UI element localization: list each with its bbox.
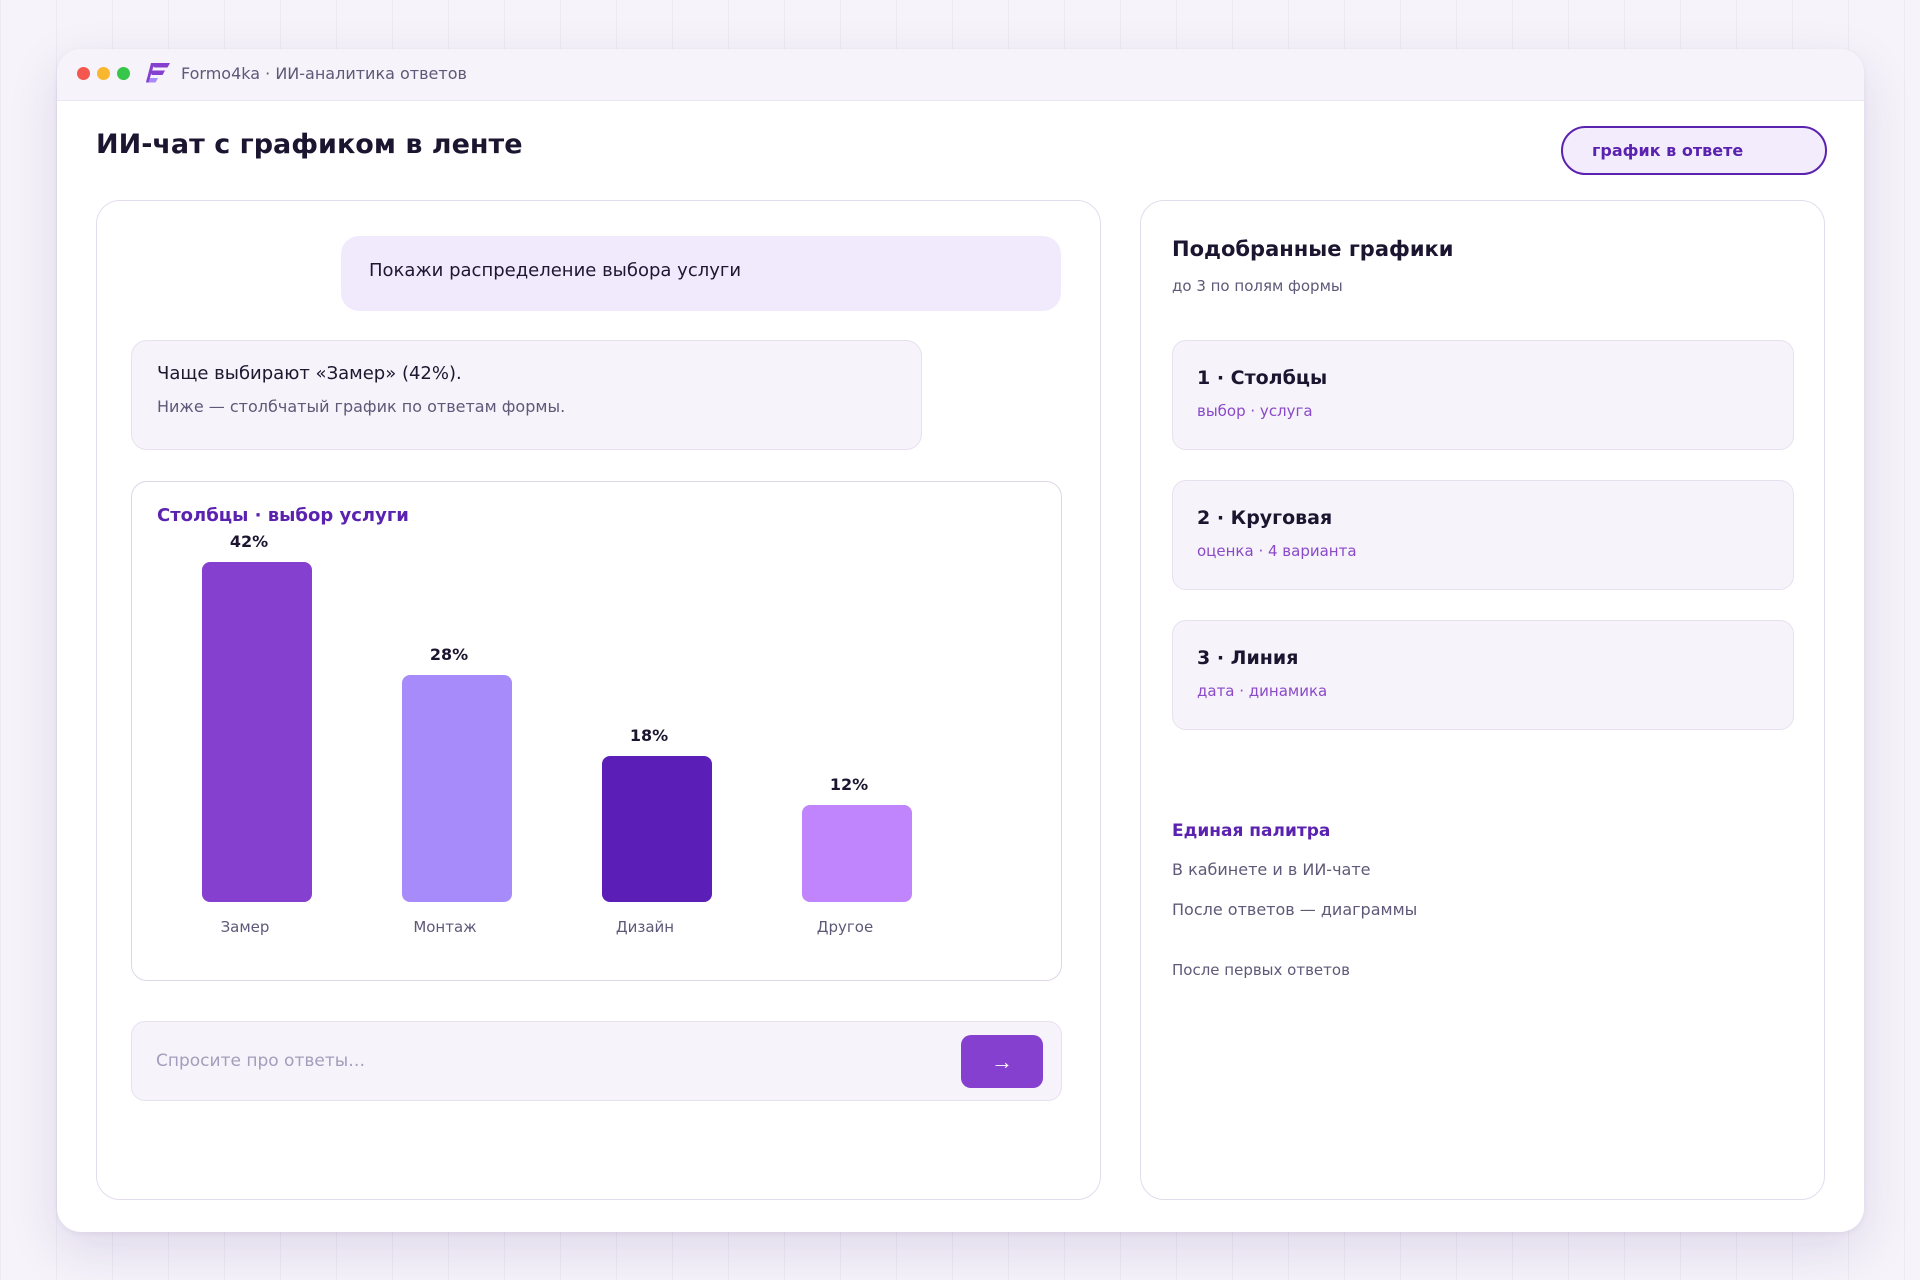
minimize-window-button[interactable]: [97, 67, 110, 80]
send-button[interactable]: →: [961, 1035, 1043, 1088]
suggested-charts-panel: Подобранные графики до 3 по полям формы …: [1140, 200, 1825, 1200]
chart-suggestion-title: 2 · Круговая: [1197, 507, 1333, 529]
bar-value-label: 28%: [429, 645, 469, 665]
chart-suggestion-card[interactable]: 2 · Круговая оценка · 4 варианта: [1172, 480, 1794, 590]
palette-text: В кабинете и в ИИ-чате: [1172, 860, 1371, 879]
ai-message-detail: Ниже — столбчатый график по ответам форм…: [157, 397, 566, 416]
bar-value-label: 12%: [829, 774, 869, 794]
bar-value-label: 42%: [229, 532, 269, 551]
suggested-charts-title: Подобранные графики: [1172, 237, 1454, 261]
close-window-button[interactable]: [77, 67, 90, 80]
chart-bar: [602, 756, 712, 902]
app-title: Formo4ka · ИИ-аналитика ответов: [181, 64, 467, 83]
ai-message: Чаще выбирают «Замер» (42%). Ниже — стол…: [131, 340, 922, 450]
maximize-window-button[interactable]: [117, 67, 130, 80]
bar-category-label: Другое: [816, 918, 874, 936]
chart-suggestion-title: 1 · Столбцы: [1197, 367, 1328, 389]
chart-title: Столбцы · выбор услуги: [157, 505, 409, 526]
user-message: Покажи распределение выбора услуги: [341, 236, 1061, 311]
palette-note: После первых ответов: [1172, 961, 1350, 979]
bar-category-label: Дизайн: [615, 918, 675, 936]
chat-input[interactable]: [156, 1044, 936, 1078]
chat-panel: Покажи распределение выбора услуги Чаще …: [96, 200, 1101, 1200]
chart-bar: [802, 804, 912, 902]
chart-suggestion-card[interactable]: 3 · Линия дата · динамика: [1172, 620, 1794, 730]
ai-message-summary: Чаще выбирают «Замер» (42%).: [157, 363, 462, 384]
bar-chart-card: Столбцы · выбор услуги 42% Замер 28% Монтаж…: [131, 481, 1062, 981]
chart-in-answer-toggle[interactable]: график в ответе: [1561, 126, 1827, 175]
palette-heading: Единая палитра: [1172, 821, 1331, 841]
chat-input-box: →: [131, 1021, 1062, 1101]
chart-suggestion-fields: выбор · услуга: [1197, 402, 1313, 420]
formo4ka-logo-icon: [146, 63, 170, 83]
chart-suggestion-title: 3 · Линия: [1197, 647, 1299, 669]
title-bar: Formo4ka · ИИ-аналитика ответов: [57, 49, 1864, 101]
chart-bar: [402, 675, 512, 902]
app-window: Formo4ka · ИИ-аналитика ответов ИИ-чат с…: [57, 49, 1864, 1232]
chart-suggestion-card[interactable]: 1 · Столбцы выбор · услуга: [1172, 340, 1794, 450]
palette-text: После ответов — диаграммы: [1172, 900, 1418, 919]
bar-category-label: Монтаж: [413, 918, 477, 936]
chart-bar: [202, 562, 312, 902]
arrow-right-icon: →: [991, 1048, 1013, 1074]
page-title: ИИ-чат с графиком в ленте: [96, 129, 523, 160]
bar-value-label: 18%: [629, 726, 669, 746]
chart-suggestion-fields: оценка · 4 варианта: [1197, 542, 1357, 560]
bar-category-label: Замер: [220, 918, 270, 936]
suggested-charts-subtitle: до 3 по полям формы: [1172, 277, 1343, 295]
chart-suggestion-fields: дата · динамика: [1197, 682, 1328, 700]
